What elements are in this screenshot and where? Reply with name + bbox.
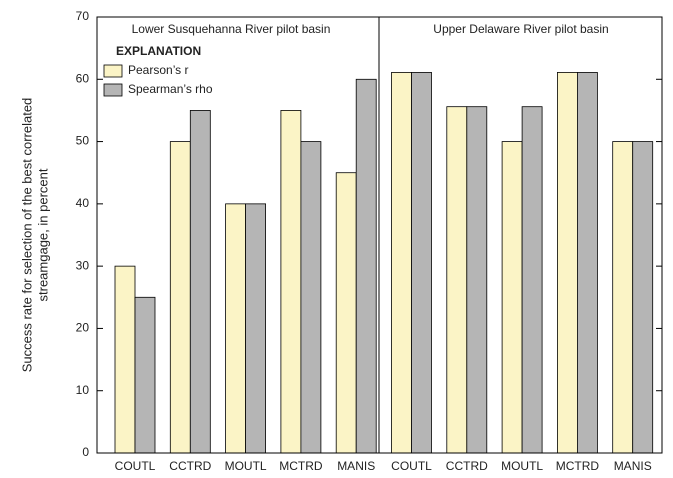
y-axis-label-line: Success rate for selection of the best c… [19, 98, 34, 373]
bar [612, 141, 634, 454]
bar [577, 72, 598, 454]
y-tick-label: 70 [76, 9, 90, 23]
y-axis-label-line: streamgage, in percent [35, 168, 50, 301]
y-tick-label: 30 [76, 258, 90, 272]
y-tick-label: 20 [76, 321, 90, 335]
legend-swatch [103, 83, 123, 97]
bar [335, 172, 357, 454]
bar [557, 72, 578, 454]
bar [280, 110, 302, 454]
x-tick-label: CCTRD [446, 459, 488, 473]
y-tick-label: 50 [76, 134, 90, 148]
bar [114, 265, 136, 454]
x-tick-label: MOUTL [501, 459, 543, 473]
panel-label: Upper Delaware River pilot basin [433, 22, 608, 36]
bar [446, 106, 468, 454]
y-axis-label: Success rate for selection of the best c… [19, 98, 50, 373]
bar [355, 78, 377, 454]
bar [521, 106, 543, 454]
bar [466, 106, 488, 454]
bar [245, 203, 267, 454]
bar [501, 141, 523, 454]
legend-title: EXPLANATION [116, 44, 201, 58]
legend-label: Pearson’s r [128, 63, 188, 77]
bar [225, 203, 247, 454]
bar [189, 110, 211, 454]
bar [411, 72, 432, 454]
bar [169, 141, 191, 454]
bar [391, 72, 412, 454]
x-tick-label: MANIS [614, 459, 652, 473]
bar [300, 141, 322, 454]
x-tick-label: COUTL [115, 459, 156, 473]
y-tick-label: 0 [82, 445, 89, 459]
x-tick-label: CCTRD [169, 459, 211, 473]
x-tick-label: MCTRD [556, 459, 600, 473]
y-tick-label: 60 [76, 71, 90, 85]
x-tick-label: MANIS [337, 459, 375, 473]
x-tick-label: MCTRD [279, 459, 323, 473]
y-tick-label: 10 [76, 383, 90, 397]
x-tick-label: MOUTL [225, 459, 267, 473]
y-tick-label: 40 [76, 196, 90, 210]
x-tick-label: COUTL [391, 459, 432, 473]
panel-label: Lower Susquehanna River pilot basin [132, 22, 331, 36]
bar [632, 141, 654, 454]
bar [134, 296, 156, 454]
legend-swatch [103, 64, 123, 78]
legend-label: Spearman’s rho [128, 82, 213, 96]
